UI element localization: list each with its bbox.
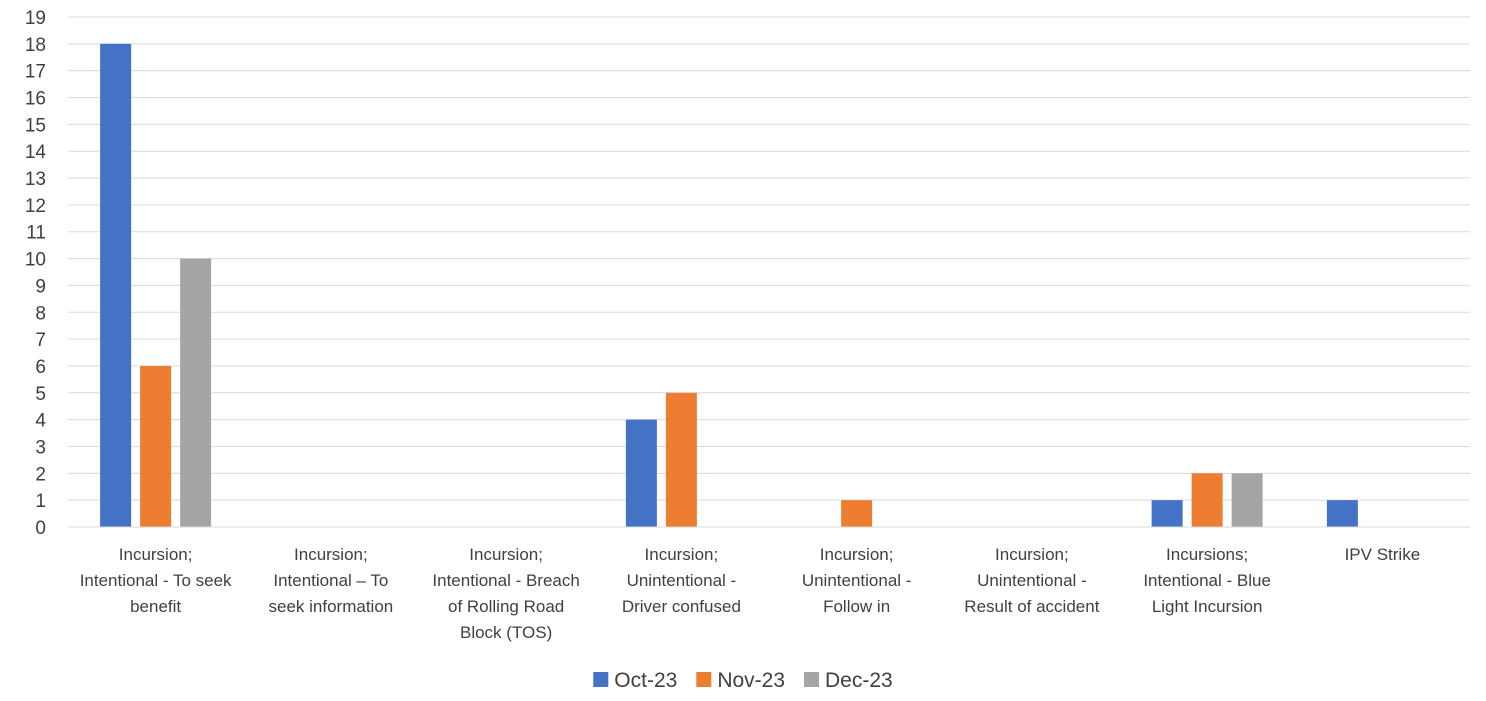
y-tick-label: 0 [35, 518, 46, 539]
legend-swatch [804, 672, 820, 687]
x-category-label: Intentional - Blue [1143, 571, 1271, 590]
y-tick-label: 18 [25, 35, 46, 56]
legend-label: Nov-23 [717, 669, 785, 692]
x-category-label: Incursion; [645, 545, 719, 564]
y-tick-label: 12 [25, 196, 46, 217]
bar-oct-23 [1151, 500, 1183, 527]
y-tick-label: 13 [25, 169, 46, 190]
legend-label: Oct-23 [614, 669, 677, 692]
x-category-label: Unintentional - [977, 571, 1087, 590]
x-category-label: Incursion; [995, 545, 1069, 564]
y-tick-label: 14 [25, 142, 47, 163]
y-tick-label: 6 [35, 357, 46, 378]
y-tick-label: 10 [25, 250, 46, 271]
y-tick-label: 15 [25, 115, 46, 136]
legend-swatch [696, 672, 712, 687]
x-category-label: Incursion; [469, 545, 543, 564]
x-category-label: Intentional - Breach [432, 571, 579, 590]
y-tick-label: 17 [25, 62, 46, 83]
x-category-label: Incursion; [294, 545, 368, 564]
x-category-label: seek information [269, 597, 394, 616]
y-tick-label: 9 [35, 276, 46, 297]
bar-dec-23 [180, 258, 212, 527]
x-category-label: Incursions; [1166, 545, 1248, 564]
x-category-label: Follow in [823, 597, 890, 616]
x-category-label: Incursion; [820, 545, 894, 564]
gridlines [68, 16, 1470, 501]
legend-label: Dec-23 [825, 669, 893, 692]
y-tick-label: 5 [35, 384, 46, 405]
y-tick-label: 19 [25, 8, 46, 29]
bar-nov-23 [1191, 473, 1223, 527]
legend: Oct-23 Nov-23 Dec-23 [593, 669, 893, 692]
x-category-label: of Rolling Road [448, 597, 564, 616]
x-category-label: benefit [130, 597, 181, 616]
bar-nov-23 [140, 365, 172, 527]
bar-oct-23 [100, 43, 132, 528]
y-tick-label: 1 [35, 491, 46, 512]
y-tick-label: 3 [35, 437, 46, 458]
bar-oct-23 [625, 419, 657, 527]
x-category-label: Unintentional - [627, 571, 737, 590]
x-category-label: Intentional – To [273, 571, 388, 590]
x-category-label: IPV Strike [1345, 545, 1421, 564]
bar-nov-23 [841, 500, 873, 527]
y-tick-label: 7 [35, 330, 46, 351]
legend-swatch [593, 672, 609, 687]
x-axis-category-labels: Incursion; Intentional - To seek benefit In… [80, 545, 1420, 642]
bar-nov-23 [665, 392, 697, 527]
y-tick-label: 8 [35, 303, 46, 324]
bars [100, 43, 1358, 528]
x-category-label: Driver confused [622, 597, 741, 616]
y-tick-label: 4 [35, 411, 46, 432]
y-tick-label: 2 [35, 464, 46, 485]
x-category-label: Result of accident [964, 597, 1099, 616]
y-tick-label: 16 [25, 89, 46, 110]
x-category-label: Incursion; [119, 545, 193, 564]
x-category-label: Unintentional - [802, 571, 912, 590]
bar-dec-23 [1231, 473, 1263, 527]
x-category-label: Block (TOS) [460, 623, 552, 642]
x-category-label: Intentional - To seek [80, 571, 232, 590]
y-tick-label: 11 [26, 223, 46, 244]
x-category-label: Light Incursion [1152, 597, 1263, 616]
bar-oct-23 [1326, 500, 1358, 527]
